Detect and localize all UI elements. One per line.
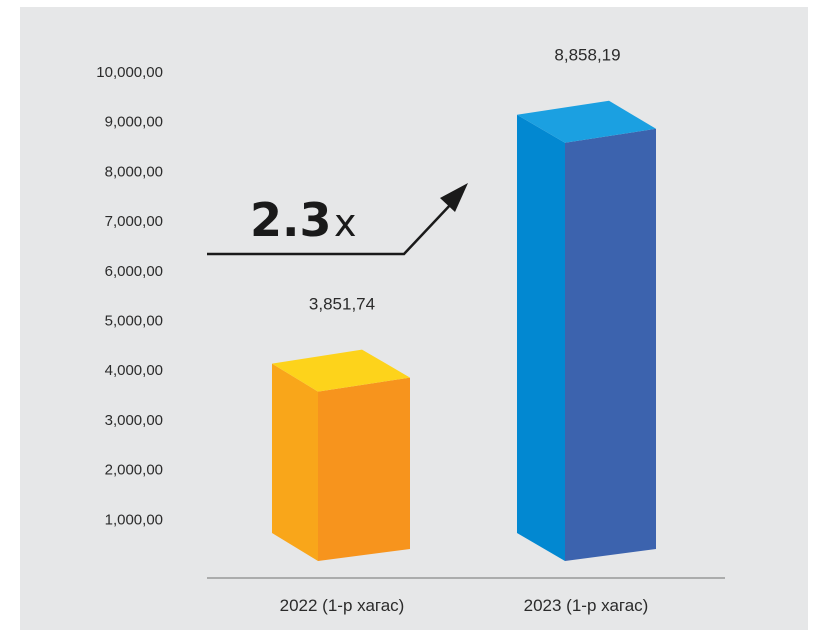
y-tick-label: 3,000,00: [105, 412, 163, 429]
growth-arrow-line: [207, 202, 453, 256]
category-labels: 2022 (1-р хагас) 2023 (1-р хагас): [280, 596, 649, 615]
multiplier-suffix: x: [334, 201, 357, 245]
value-labels: 3,851,74 8,858,19: [309, 46, 621, 314]
y-tick-label: 2,000,00: [105, 462, 163, 479]
value-label: 8,858,19: [554, 46, 620, 65]
category-label: 2023 (1-р хагас): [524, 596, 649, 615]
y-tick-label: 8,000,00: [105, 163, 163, 180]
bar-top-face: [517, 100, 656, 143]
bar-top-face: [272, 349, 410, 392]
bar-side-face: [517, 114, 565, 561]
bar-side-face: [272, 363, 318, 561]
growth-arrow-head-icon: [440, 183, 468, 212]
chart-panel: [20, 7, 808, 630]
y-tick-label: 4,000,00: [105, 362, 163, 379]
multiplier-number: 2.3: [250, 193, 332, 247]
value-label: 3,851,74: [309, 295, 375, 314]
y-tick-label: 9,000,00: [105, 114, 163, 131]
bar-front-face: [565, 128, 656, 561]
category-label: 2022 (1-р хагас): [280, 596, 405, 615]
y-tick-label: 1,000,00: [105, 511, 163, 528]
growth-annotation: 2.3 x: [207, 183, 468, 256]
y-axis-tick-labels: 1,000,00 2,000,00 3,000,00 4,000,00 5,000,00…: [96, 64, 163, 528]
y-tick-label: 10,000,00: [96, 64, 163, 81]
y-tick-label: 6,000,00: [105, 263, 163, 280]
y-tick-label: 5,000,00: [105, 313, 163, 330]
y-tick-label: 7,000,00: [105, 213, 163, 230]
bar-front-face: [318, 377, 410, 561]
bars: [272, 100, 656, 561]
